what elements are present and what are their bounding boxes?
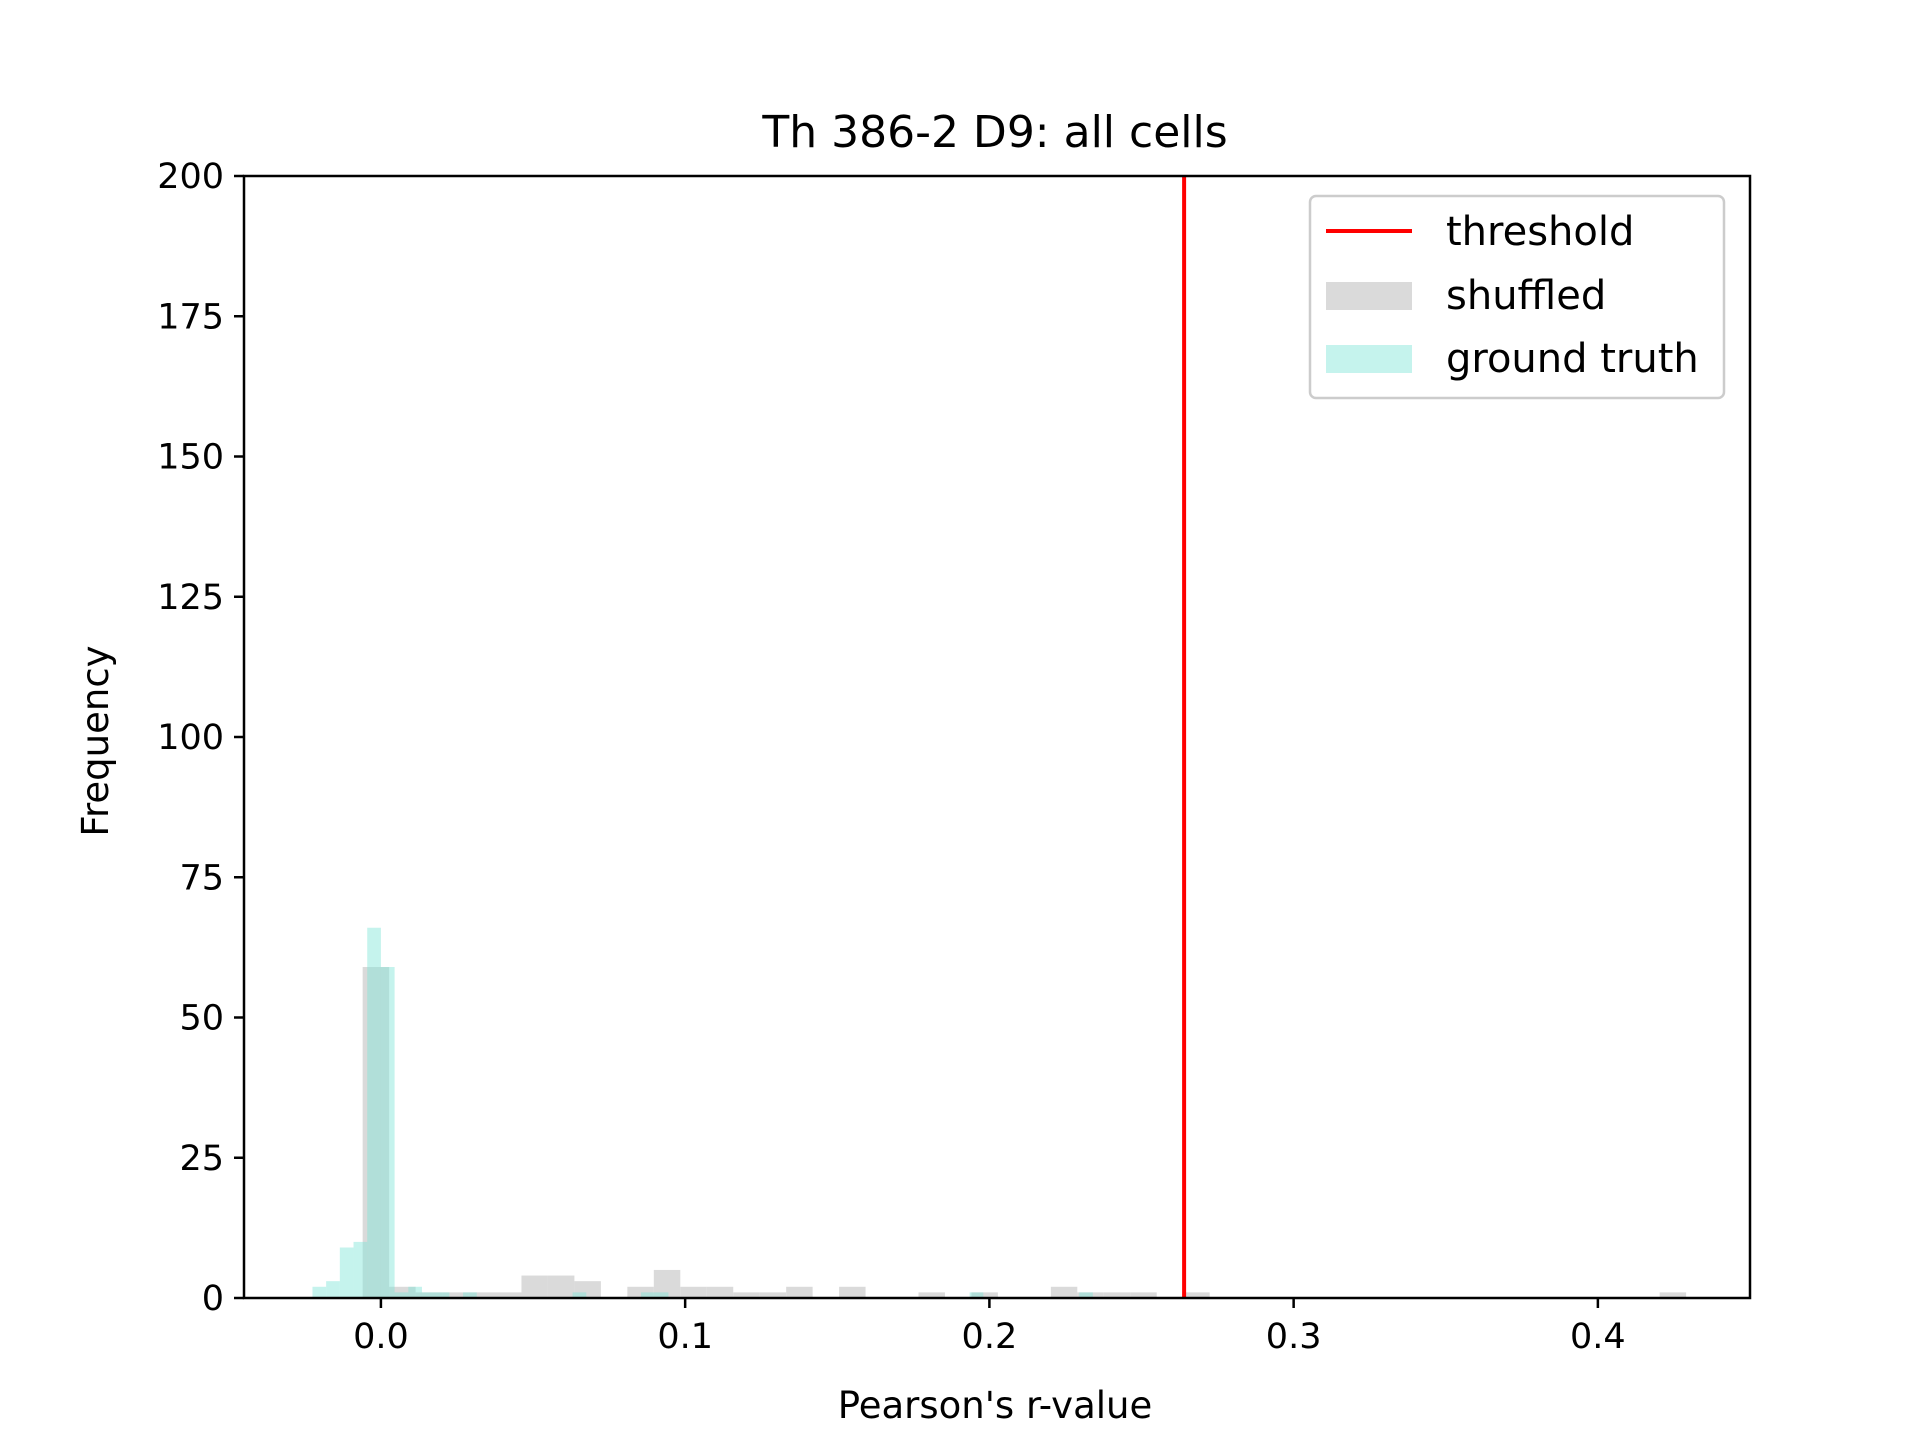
shuffled-bar-11 bbox=[680, 1286, 707, 1298]
x-axis-label: Pearson's r-value bbox=[838, 1384, 1152, 1427]
ground-truth-bar-15 bbox=[1079, 1292, 1093, 1298]
ground-truth-bar-1 bbox=[326, 1281, 340, 1298]
legend-ground-truth-label: ground truth bbox=[1446, 336, 1699, 382]
ground-truth-bar-7 bbox=[408, 1286, 422, 1298]
shuffled-bar-18 bbox=[971, 1292, 998, 1298]
ground-truth-bar-13 bbox=[654, 1292, 669, 1298]
shuffled-bar-24 bbox=[1659, 1292, 1687, 1298]
legend-threshold-label: threshold bbox=[1446, 209, 1634, 255]
shuffled-bar-23 bbox=[1183, 1292, 1210, 1298]
ground-truth-bar-4 bbox=[367, 927, 381, 1298]
shuffled-bar-14 bbox=[759, 1292, 787, 1298]
y-tick-label-6: 150 bbox=[157, 438, 224, 478]
ground-truth-bar-14 bbox=[969, 1292, 984, 1298]
x-tick-label-3: 0.3 bbox=[1266, 1317, 1322, 1357]
shuffled-bar-12 bbox=[706, 1286, 734, 1298]
ground-truth-bar-8 bbox=[421, 1292, 436, 1298]
shuffled-bar-3 bbox=[442, 1292, 469, 1298]
ground-truth-bar-9 bbox=[435, 1292, 450, 1298]
shuffled-bars bbox=[362, 967, 1687, 1298]
legend: threshold shuffled ground truth bbox=[1308, 194, 1726, 400]
chart-title: Th 386-2 D9: all cells bbox=[761, 107, 1227, 158]
y-tick-label-5: 125 bbox=[157, 578, 224, 618]
y-tick-label-4: 100 bbox=[157, 718, 224, 758]
shuffled-bar-22 bbox=[1130, 1292, 1157, 1298]
shuffled-bar-17 bbox=[918, 1292, 945, 1298]
legend-shuffled-swatch bbox=[1326, 282, 1412, 310]
y-tick-label-8: 200 bbox=[157, 157, 224, 197]
ground-truth-bars bbox=[312, 927, 1093, 1298]
y-tick-label-7: 175 bbox=[157, 297, 224, 337]
shuffled-bar-1 bbox=[389, 1286, 416, 1298]
x-tick-label-4: 0.4 bbox=[1570, 1317, 1626, 1357]
shuffled-bar-6 bbox=[521, 1275, 548, 1298]
shuffled-bar-0 bbox=[362, 967, 390, 1298]
ground-truth-bar-6 bbox=[394, 1292, 409, 1298]
y-tick-label-0: 0 bbox=[202, 1279, 224, 1319]
y-tick-label-1: 25 bbox=[179, 1139, 224, 1179]
x-tick-label-0: 0.0 bbox=[353, 1317, 409, 1357]
ground-truth-bar-10 bbox=[463, 1292, 477, 1298]
shuffled-bar-19 bbox=[1050, 1286, 1078, 1298]
ground-truth-bar-5 bbox=[380, 967, 395, 1298]
y-tick-label-2: 50 bbox=[179, 999, 224, 1039]
shuffled-bar-15 bbox=[786, 1286, 813, 1298]
x-tick-label-1: 0.1 bbox=[657, 1317, 713, 1357]
ground-truth-bar-11 bbox=[572, 1292, 587, 1298]
plot-area-frame bbox=[242, 174, 1752, 1300]
legend-shuffled-label: shuffled bbox=[1446, 273, 1606, 319]
shuffled-bar-4 bbox=[468, 1292, 495, 1298]
shuffled-bar-9 bbox=[627, 1286, 654, 1298]
ground-truth-bar-3 bbox=[353, 1241, 368, 1298]
y-axis-label: Frequency bbox=[74, 645, 117, 836]
y-tick-label-3: 75 bbox=[179, 858, 224, 898]
shuffled-bar-20 bbox=[1077, 1292, 1104, 1298]
shuffled-bar-2 bbox=[415, 1292, 443, 1298]
shuffled-bar-8 bbox=[574, 1281, 601, 1298]
ticks-layer: 0.0 0.1 0.2 0.3 0.4 0 25 50 75 100 125 150 175 200 bbox=[157, 157, 1626, 1357]
shuffled-bar-16 bbox=[839, 1286, 866, 1298]
legend-frame bbox=[1308, 194, 1726, 400]
ground-truth-bar-0 bbox=[312, 1286, 327, 1298]
shuffled-bar-13 bbox=[733, 1292, 760, 1298]
shuffled-bar-5 bbox=[495, 1292, 522, 1298]
shuffled-bar-7 bbox=[547, 1275, 575, 1298]
ground-truth-bar-2 bbox=[339, 1247, 354, 1298]
shuffled-bar-10 bbox=[653, 1269, 681, 1298]
x-tick-label-2: 0.2 bbox=[962, 1317, 1018, 1357]
shuffled-bar-21 bbox=[1103, 1292, 1131, 1298]
ground-truth-bar-12 bbox=[641, 1292, 655, 1298]
legend-ground-truth-swatch bbox=[1326, 345, 1412, 373]
